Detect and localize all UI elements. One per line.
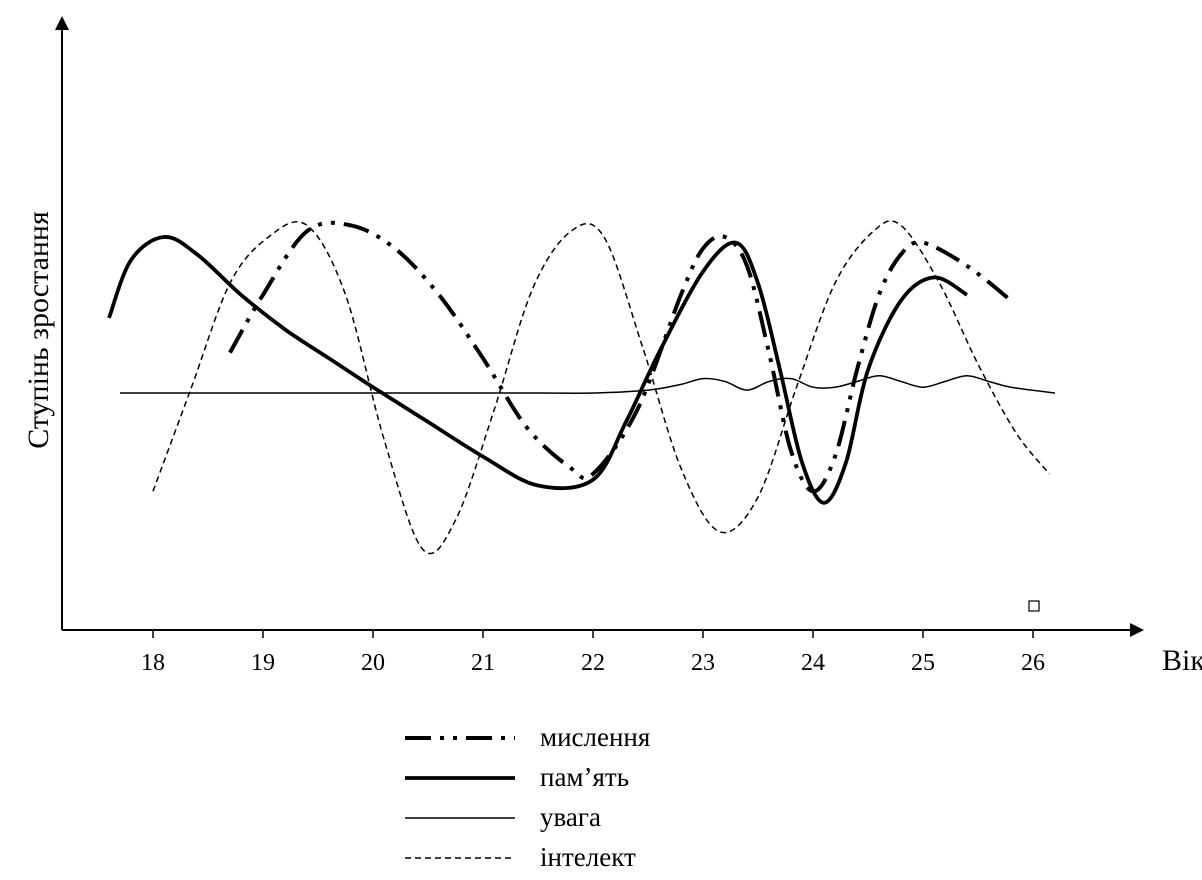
x-tick-label: 18: [141, 650, 165, 676]
x-tick-label: 20: [361, 650, 385, 676]
legend-label: увага: [540, 802, 601, 832]
series-line-4: [152, 220, 1051, 555]
x-tick-label: 23: [691, 650, 715, 676]
series-line-2: [107, 235, 969, 505]
series-group: [107, 220, 1056, 555]
x-tick-label: 25: [911, 650, 935, 676]
series-line-3: [120, 374, 1056, 394]
legend-label: інтелект: [540, 842, 636, 872]
x-tick-label: 22: [581, 650, 605, 676]
x-tick-label: 24: [801, 650, 825, 676]
legend-label: мислення: [540, 722, 650, 752]
legend-label: пам’ять: [540, 762, 629, 792]
x-tick-label: 26: [1021, 650, 1045, 676]
x-tick-label: 21: [471, 650, 495, 676]
x-axis-title: Вік: [1162, 644, 1202, 677]
y-axis-title: Ступінь зростання: [22, 211, 55, 449]
legend: мислення пам’ять увага інтелект: [405, 722, 650, 872]
x-ticks: 18 19 20 21 22 23 24 25 26: [141, 630, 1045, 676]
axis-marker-square: [1028, 600, 1040, 612]
x-tick-label: 19: [251, 650, 275, 676]
series-line-1: [228, 220, 1013, 494]
